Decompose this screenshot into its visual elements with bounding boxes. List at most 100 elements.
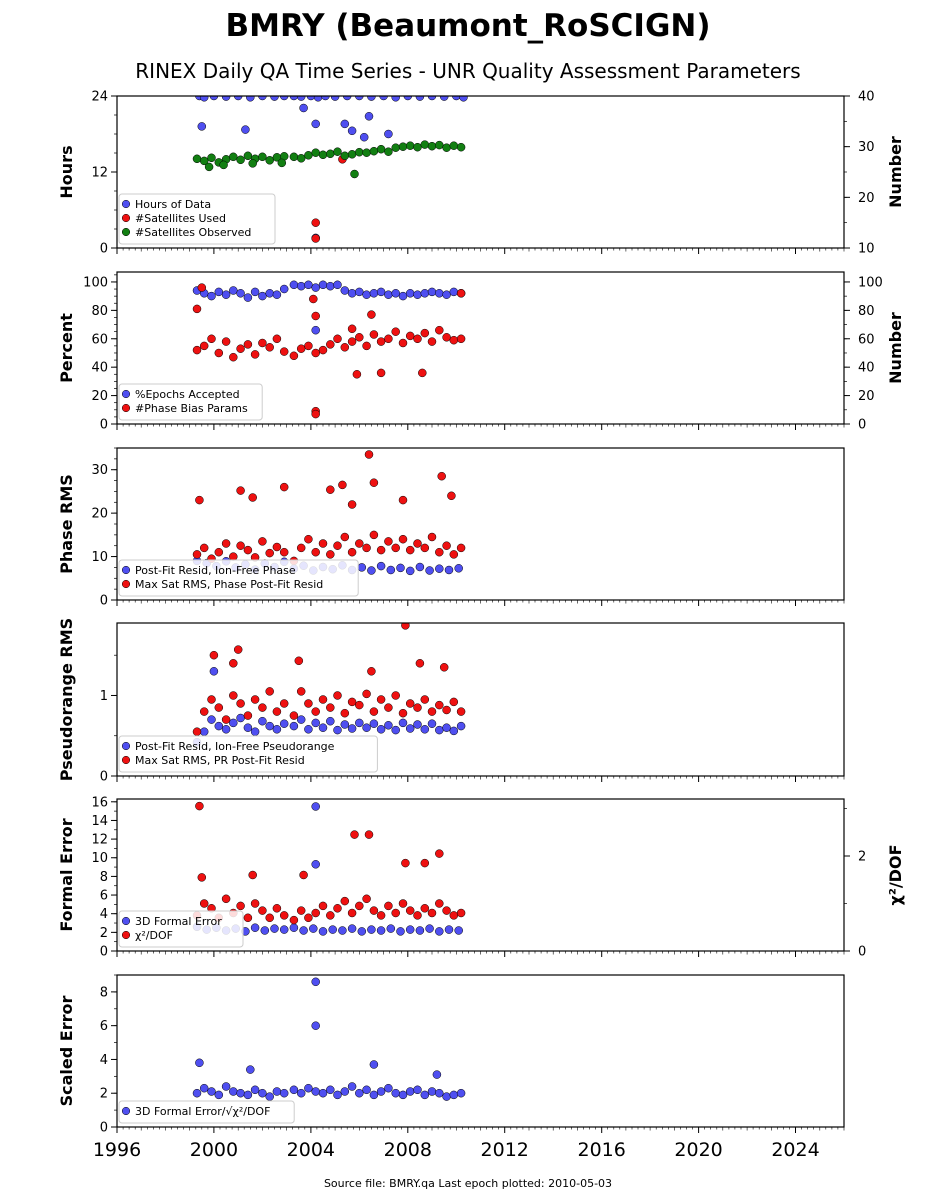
data-point (326, 149, 335, 159)
data-point (391, 543, 400, 553)
legend-marker (121, 389, 131, 399)
data-point (265, 289, 274, 298)
data-point (340, 119, 350, 129)
legend-marker (121, 403, 131, 413)
data-point (195, 1058, 204, 1068)
data-point (405, 566, 415, 576)
data-point (379, 96, 388, 101)
x-tick-label: 2000 (190, 1139, 238, 1161)
y-right-tick-label: 20 (858, 389, 875, 404)
y-axis-label: Percent (57, 313, 76, 383)
data-point (229, 552, 238, 561)
series-1 (192, 280, 466, 335)
plot-frame (116, 95, 845, 249)
y-right-tick-label: 0 (858, 945, 866, 960)
data-point (233, 645, 243, 654)
legend-box (118, 1100, 295, 1124)
data-point (352, 370, 362, 379)
data-point (243, 151, 253, 161)
data-point (199, 96, 209, 102)
data-points (192, 801, 466, 936)
data-point (192, 345, 202, 355)
data-points (192, 450, 466, 576)
data-points (192, 623, 466, 747)
data-point (369, 1090, 379, 1100)
data-point (459, 96, 468, 102)
data-point (272, 904, 282, 913)
data-point (229, 1087, 238, 1096)
data-point (369, 146, 379, 156)
data-point (442, 333, 451, 342)
y-tick-label: 14 (91, 814, 108, 829)
data-point (413, 142, 422, 152)
data-point (376, 144, 386, 154)
y-right-tick-label: 40 (858, 90, 875, 105)
data-point (250, 923, 260, 932)
data-point (442, 541, 451, 550)
data-point (221, 725, 231, 734)
data-point (207, 153, 216, 163)
panel-4: 0 1 Pseudorange RMS Post-Fit Resid, Ion-Fre… (57, 618, 845, 785)
legend-box (118, 910, 244, 948)
legend-marker (121, 755, 131, 765)
data-point (442, 1092, 451, 1101)
data-point (333, 1090, 342, 1100)
data-point (229, 718, 238, 728)
data-point (435, 1088, 444, 1098)
legend: Post-Fit Resid, Ion-Free PseudorangeMax … (118, 735, 378, 773)
data-point (456, 543, 466, 553)
data-point (333, 725, 342, 735)
data-point (311, 1021, 320, 1030)
data-point (250, 350, 260, 359)
data-point (340, 1087, 350, 1096)
data-point (405, 289, 415, 298)
legend-label: 3D Formal Error/√χ²/DOF (135, 1105, 270, 1118)
data-point (250, 899, 260, 908)
data-point (318, 539, 328, 548)
data-point (326, 1085, 335, 1095)
y-axis-label: Pseudorange RMS (57, 618, 76, 781)
data-point (355, 96, 364, 101)
data-point (355, 718, 364, 728)
data-point (221, 1082, 231, 1091)
data-point (427, 719, 437, 728)
data-point (311, 218, 320, 227)
data-point (347, 1082, 357, 1091)
data-point (386, 565, 396, 575)
data-point (456, 908, 466, 918)
data-point (192, 1088, 202, 1098)
data-point (192, 550, 202, 559)
data-point (296, 154, 306, 163)
data-point (355, 333, 364, 342)
data-point (221, 290, 231, 299)
plot-frame (116, 271, 845, 425)
data-point (435, 849, 444, 858)
legend-label: #Satellites Observed (135, 226, 251, 239)
data-point (347, 126, 357, 136)
y-tick-label: 16 (91, 795, 108, 810)
data-point (265, 156, 274, 165)
data-point (318, 901, 328, 911)
data-point (442, 723, 451, 732)
data-point (197, 873, 207, 882)
data-point (272, 707, 282, 716)
y-tick-label: 4 (100, 1053, 108, 1068)
data-point (405, 925, 415, 934)
data-point (454, 926, 463, 935)
y-tick-label: 24 (91, 90, 108, 105)
data-point (219, 160, 228, 170)
data-point (338, 480, 347, 490)
data-point (456, 289, 466, 298)
data-point (333, 280, 342, 290)
data-point (221, 715, 231, 724)
data-point (229, 659, 238, 668)
data-point (311, 802, 320, 811)
data-point (420, 695, 430, 704)
data-point (296, 715, 306, 724)
data-point (321, 96, 330, 101)
data-point (289, 711, 299, 720)
legend: %Epochs Accepted#Phase Bias Params (118, 383, 263, 421)
y-tick-label: 40 (91, 361, 108, 376)
data-point (272, 290, 282, 299)
